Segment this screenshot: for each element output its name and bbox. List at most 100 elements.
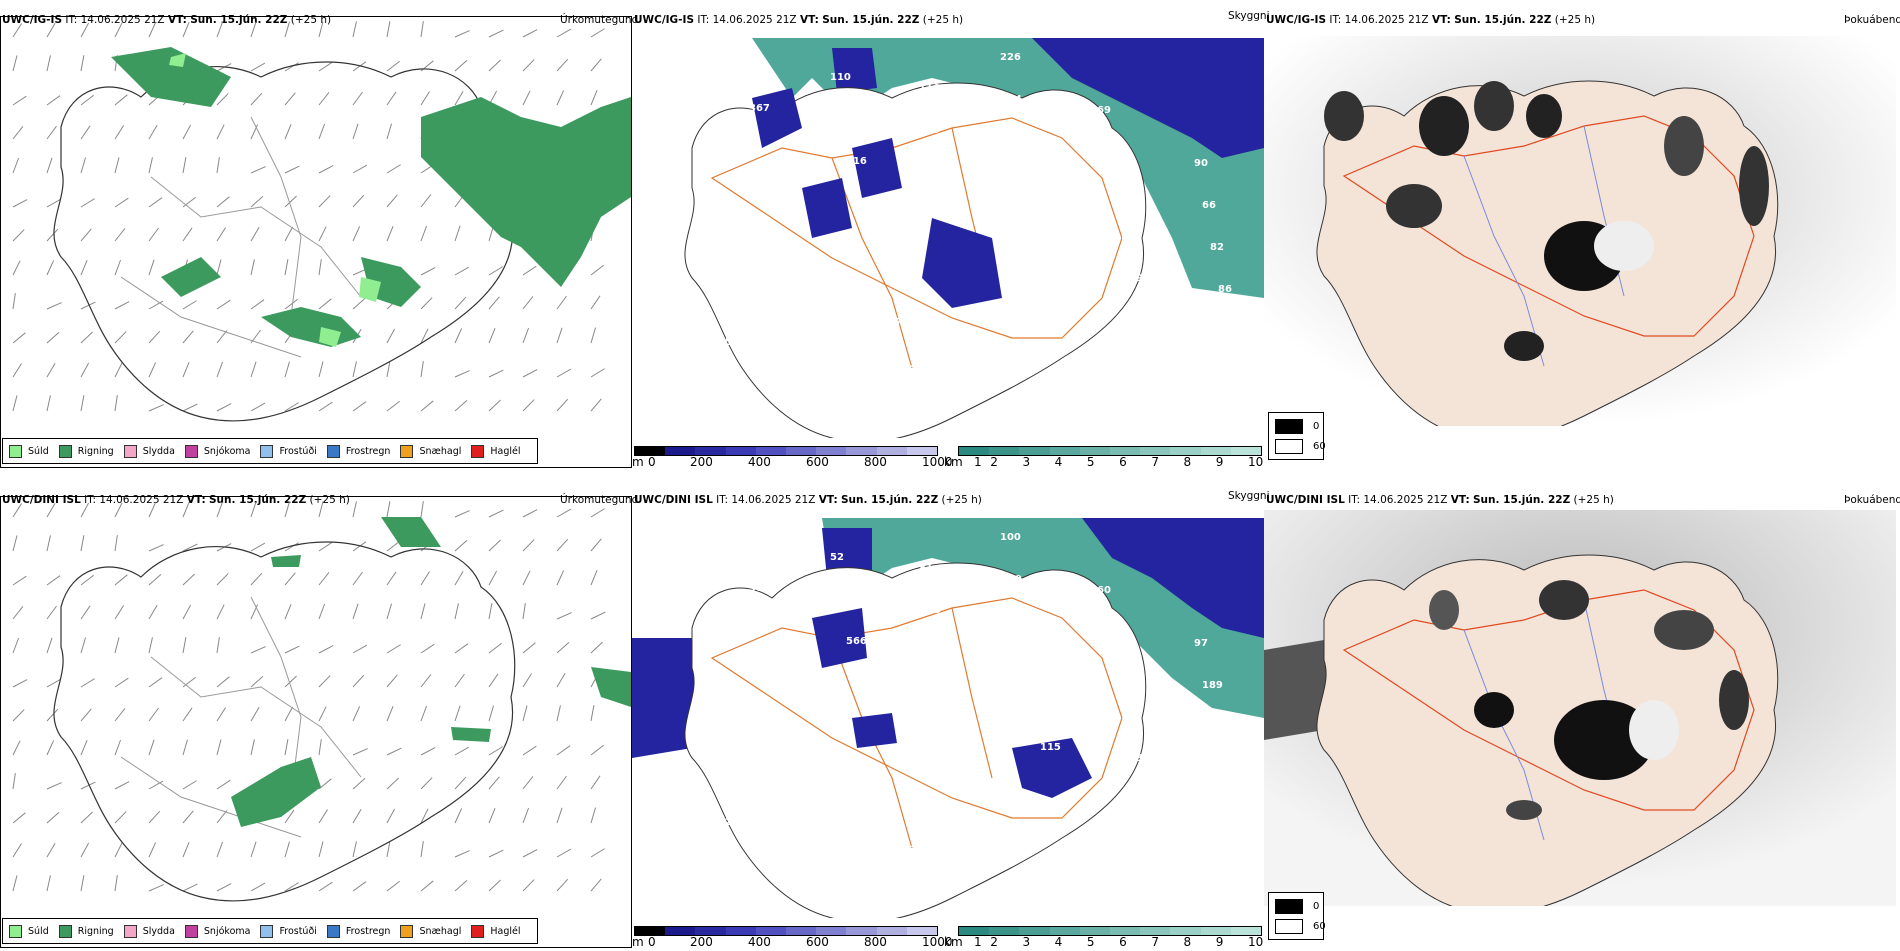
wind-barb <box>46 228 59 242</box>
wind-barb <box>12 740 21 756</box>
scale-tick-label: 9 <box>1215 935 1224 949</box>
km-scalebar <box>958 446 1262 456</box>
wind-barb <box>420 603 426 620</box>
scale-swatch <box>695 927 726 935</box>
panel-header: UWC/IG-IS IT: 14.06.2025 21Z VT: Sun. 15… <box>634 14 964 26</box>
vt-label: VT: <box>167 14 187 26</box>
wind-barb <box>420 328 429 344</box>
wind-barb <box>420 880 434 892</box>
wind-barb <box>250 92 263 106</box>
visibility-value: 82 <box>1210 242 1224 253</box>
scale-swatch <box>786 447 817 455</box>
precip-map <box>0 496 632 948</box>
wind-barb <box>250 739 255 756</box>
visibility-value: 566 <box>846 636 867 647</box>
wind-barb <box>352 123 359 140</box>
wind-barb <box>284 645 300 654</box>
wind-barb <box>216 299 231 310</box>
km-scalebar <box>958 926 1262 936</box>
scale-swatch <box>816 447 847 455</box>
wind-barb <box>46 875 51 892</box>
wind-barb <box>284 402 299 412</box>
legend-item: Slydda <box>123 924 175 938</box>
wind-barb <box>216 330 228 344</box>
wind-barb <box>46 302 62 310</box>
wind-barb <box>454 673 465 688</box>
wind-barb <box>80 708 92 722</box>
wind-barb <box>284 21 291 38</box>
scale-swatch <box>1019 927 1050 935</box>
wind-barb <box>216 739 222 756</box>
wind-barb <box>420 808 429 824</box>
wind-barb <box>250 21 257 38</box>
visibility-value: 74 <box>814 348 828 359</box>
scale-tick-label: 9 <box>1215 455 1224 469</box>
wind-barb <box>284 675 297 688</box>
scale-tick-label: 600 <box>806 935 829 949</box>
scale-tick-label: 800 <box>864 455 887 469</box>
scale-tick-label: 5 <box>1086 935 1095 949</box>
wind-barb <box>250 604 259 620</box>
wind-barb <box>522 296 534 310</box>
wind-barb <box>318 361 324 378</box>
legend-item: Snæhagl <box>400 444 461 458</box>
wind-barb <box>386 91 397 106</box>
scale-swatch <box>1110 927 1141 935</box>
wind-barb <box>148 780 164 790</box>
wind-barb <box>454 540 468 552</box>
wind-barb <box>46 22 56 38</box>
wind-barb <box>148 124 158 140</box>
wind-barb <box>216 676 230 688</box>
wind-barb <box>12 606 24 620</box>
visibility-value: 28 <box>1105 147 1119 158</box>
wind-barb <box>454 643 469 654</box>
scale-swatch <box>1079 447 1111 455</box>
wind-barb <box>148 502 157 518</box>
wind-barb <box>114 301 130 310</box>
precip-legend: Súld Rigning Slydda Snjókoma Frostúði Fr… <box>2 438 538 464</box>
wind-barb <box>454 328 463 344</box>
wind-barb <box>216 124 225 140</box>
wind-barb <box>12 229 25 242</box>
wind-barb <box>386 808 396 824</box>
wind-barb <box>182 124 192 140</box>
scale-swatch <box>959 927 990 935</box>
wind-barb <box>80 94 94 106</box>
wind-barb <box>556 538 569 552</box>
wind-barb <box>216 707 227 722</box>
wind-barb <box>148 22 157 38</box>
wind-barb <box>284 841 291 858</box>
precip-map <box>0 16 632 468</box>
wind-barb <box>284 882 299 892</box>
wind-barb <box>522 369 538 378</box>
wind-barb <box>488 570 498 586</box>
wind-barb <box>318 603 326 620</box>
wind-barb <box>46 332 60 344</box>
visibility-value: 98 <box>733 859 747 870</box>
wind-barb <box>454 266 470 276</box>
wind-barb <box>522 59 535 72</box>
wind-barb <box>556 295 567 310</box>
wind-barb <box>386 21 391 38</box>
wind-barb <box>148 404 164 412</box>
scale-swatch <box>1049 927 1080 935</box>
wind-barb <box>80 605 91 620</box>
wind-barb <box>488 509 504 518</box>
visibility-value: 59 <box>1040 262 1054 273</box>
wind-barb <box>46 95 61 106</box>
wind-barb <box>284 195 297 208</box>
scale-tick-label: 1000 <box>922 455 953 469</box>
wind-barb <box>556 368 572 378</box>
wind-barb <box>148 707 159 722</box>
m-scalebar <box>634 446 938 456</box>
panel-header: UWC/DINI ISL IT: 14.06.2025 21Z VT: Sun.… <box>1266 494 1614 506</box>
visibility-panel-bottom: UWC/DINI ISL IT: 14.06.2025 21Z VT: Sun.… <box>632 488 1270 949</box>
wind-barb <box>488 849 504 858</box>
visibility-value: 239 <box>943 689 964 700</box>
visibility-value: 115 <box>1040 742 1061 753</box>
wind-barb <box>352 194 365 208</box>
wind-barb <box>114 197 129 208</box>
wind-barbs <box>12 21 606 412</box>
wind-barb <box>284 124 292 140</box>
wind-barb <box>318 706 327 722</box>
